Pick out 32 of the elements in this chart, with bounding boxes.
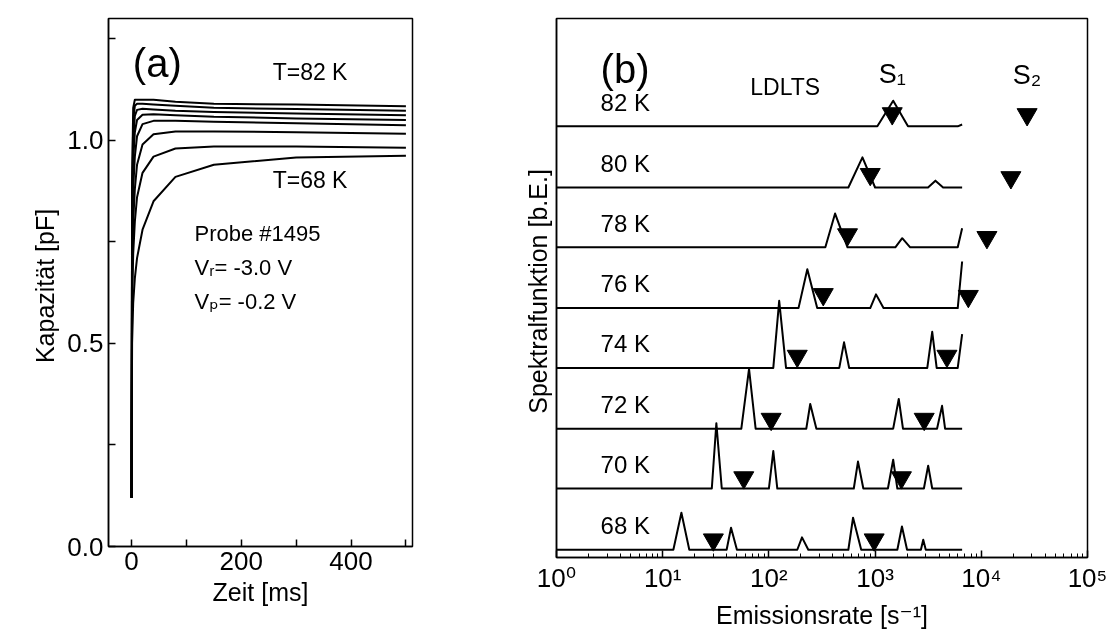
x-axis-title: Zeit [ms]: [212, 577, 309, 606]
annotation: Vₚ= -0.2 V: [194, 288, 297, 314]
text: LDLTS: [750, 74, 821, 101]
x-tick-label: 0: [124, 545, 139, 576]
series-label: 78 K: [600, 209, 650, 237]
x-tick-label: 10²: [750, 562, 789, 593]
y-tick-label: 0.5: [67, 328, 104, 359]
series-label: 80 K: [600, 149, 650, 177]
x-axis-title: Emissionsrate [s⁻¹]: [716, 600, 928, 629]
x-tick-label: 10⁴: [961, 562, 1002, 593]
y-axis-title: Kapazität [pF]: [31, 208, 60, 364]
x-tick-label: 400: [329, 545, 373, 576]
series-label: 76 K: [600, 270, 650, 298]
x-tick-label: 10³: [856, 562, 895, 593]
y-tick-label: 0.0: [67, 531, 104, 562]
series-label: 70 K: [600, 450, 650, 478]
series-label: 68 K: [600, 511, 650, 539]
series-label: S₁: [878, 59, 906, 90]
series-label: 74 K: [600, 330, 650, 358]
annotation: T=68 K: [272, 166, 349, 193]
annotation: Probe #1495: [194, 220, 321, 246]
x-tick-label: 10⁵: [1067, 562, 1108, 593]
x-tick-label: 10¹: [643, 562, 682, 593]
annotation: T=82 K: [272, 58, 349, 85]
y-axis-title: Spektralfunktion [b.E.]: [523, 169, 552, 414]
annotation: (a): [132, 40, 182, 85]
x-tick-label: 200: [219, 545, 263, 576]
series-label: 72 K: [600, 390, 650, 418]
y-tick-label: 1.0: [67, 125, 104, 156]
annotation: Vᵣ= -3.0 V: [194, 255, 293, 281]
x-tick-label: 10⁰: [536, 562, 577, 593]
series-label: S₂: [1012, 60, 1042, 91]
